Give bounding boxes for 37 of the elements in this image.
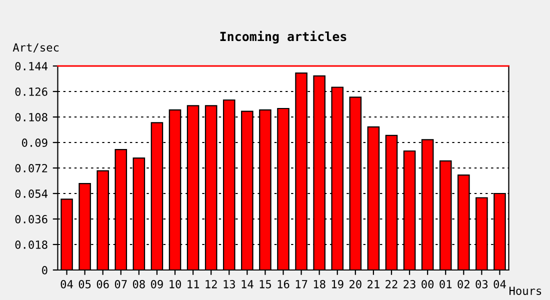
x-tick-label: 07	[114, 280, 127, 288]
x-tick-label: 01	[440, 280, 452, 288]
x-tick-label: 18	[314, 280, 326, 288]
x-tick-label: 12	[206, 280, 217, 288]
y-tick-label: 0.072	[15, 164, 48, 172]
x-tick-label: 15	[260, 280, 272, 288]
x-tick-label: 21	[368, 280, 380, 288]
x-tick-label: 19	[332, 280, 344, 288]
x-tick-label: 20	[350, 280, 362, 288]
x-tick-label: 23	[404, 280, 416, 288]
y-tick-label: 0.108	[15, 113, 48, 122]
x-tick-label: 17	[296, 280, 308, 288]
y-tick-label: 0.054	[15, 190, 48, 198]
x-tick-label: 14	[242, 280, 254, 288]
x-tick-label: 22	[386, 280, 398, 288]
x-tick-label: 09	[151, 280, 163, 288]
y-tick-label: 0.036	[15, 215, 48, 224]
chart-title: Incoming articles	[220, 30, 346, 44]
x-tick-label: 10	[170, 280, 181, 288]
x-tick-label: 11	[188, 280, 199, 288]
x-tick-label: 04	[494, 280, 506, 288]
x-tick-label: 13	[224, 280, 235, 288]
y-tick-label: 0	[42, 266, 48, 274]
y-tick-label: 0.144	[15, 62, 48, 70]
x-tick-label: 02	[458, 280, 470, 288]
x-tick-label: 06	[96, 280, 109, 288]
x-tick-label: 08	[132, 280, 145, 288]
y-axis-title: Art/sec	[12, 43, 59, 52]
y-tick-label: 0.126	[15, 88, 48, 96]
x-tick-label: 16	[278, 280, 290, 288]
x-tick-label: 05	[78, 280, 91, 288]
x-tick-label: 04	[60, 280, 73, 288]
x-tick-label: 03	[476, 280, 488, 288]
x-tick-label: 00	[422, 280, 434, 288]
y-tick-label: 0.018	[15, 240, 48, 249]
x-axis-title: Hours	[509, 286, 542, 295]
y-tick-label: 0.09	[22, 138, 48, 147]
